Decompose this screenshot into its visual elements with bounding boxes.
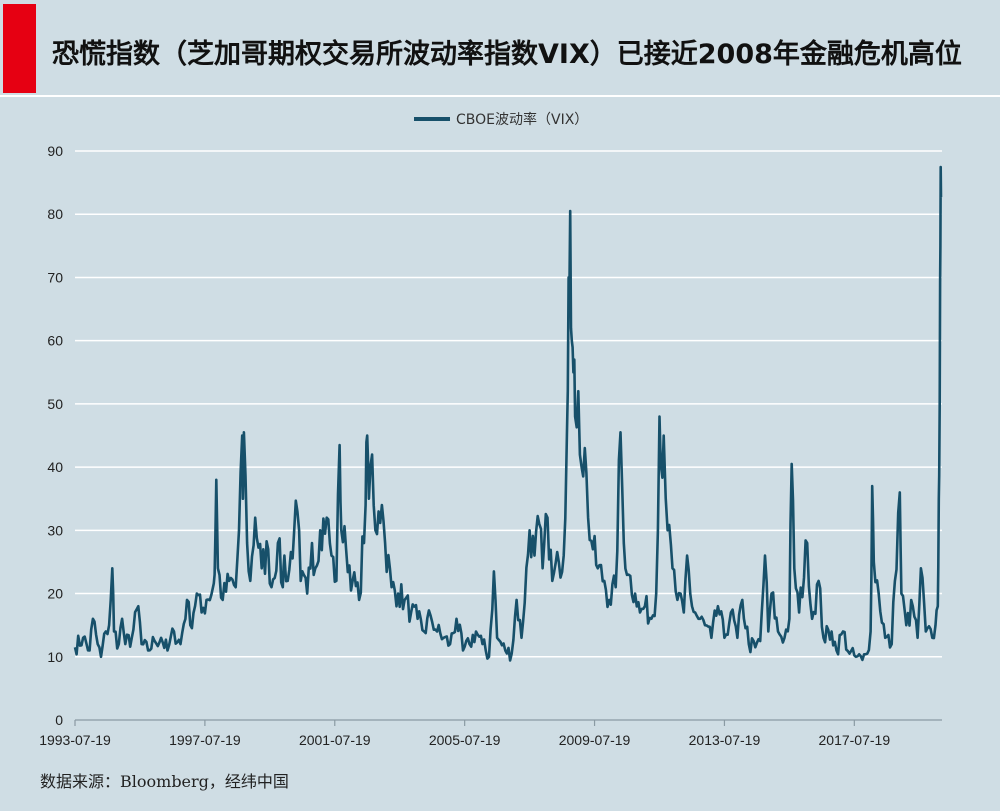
y-tick-label: 0 <box>55 712 63 728</box>
y-tick-label: 70 <box>47 269 63 285</box>
x-tick-label: 2009-07-19 <box>559 732 631 748</box>
series-line-vix <box>73 165 943 662</box>
y-tick-label: 50 <box>47 396 63 412</box>
y-tick-label: 10 <box>47 649 63 665</box>
x-tick-label: 2017-07-19 <box>819 732 891 748</box>
chart-title: 恐慌指数（芝加哥期权交易所波动率指数VIX）已接近2008年金融危机高位 <box>52 39 962 70</box>
title-divider <box>0 95 1000 97</box>
y-tick-label: 30 <box>47 522 63 538</box>
x-tick-label: 2013-07-19 <box>689 732 761 748</box>
x-tick-label: 2001-07-19 <box>299 732 371 748</box>
legend: CBOE波动率（VIX） <box>414 109 588 129</box>
x-tick-label: 1993-07-19 <box>39 732 111 748</box>
x-tick-label: 2005-07-19 <box>429 732 501 748</box>
source-note: 数据来源：Bloomberg，经纬中国 <box>40 772 289 791</box>
y-tick-label: 40 <box>47 459 63 475</box>
legend-swatch-vix <box>414 117 450 121</box>
y-tick-label: 90 <box>47 143 63 159</box>
y-tick-label: 20 <box>47 586 63 602</box>
legend-label-vix: CBOE波动率（VIX） <box>456 112 589 128</box>
y-tick-label: 80 <box>47 206 63 222</box>
x-tick-label: 1997-07-19 <box>169 732 241 748</box>
y-tick-label: 60 <box>47 333 63 349</box>
title-accent-bar <box>3 4 36 93</box>
